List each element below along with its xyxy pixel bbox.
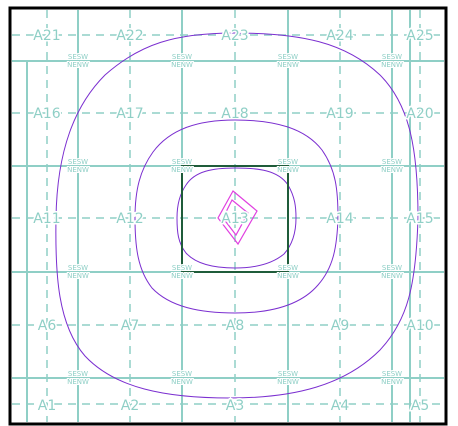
map-frame [8, 6, 448, 426]
corner-label-se-sw: SESW [68, 264, 88, 272]
corner-label-ne-nw: NENW [277, 61, 299, 69]
cell-label-a3: A3 [226, 398, 244, 414]
corner-label-se-sw: SESW [278, 264, 298, 272]
corner-label-ne-nw: NENW [277, 272, 299, 280]
corner-label-se-sw: SESW [382, 370, 402, 378]
corner-label-ne-nw: NENW [171, 378, 193, 386]
cell-label-a11: A11 [33, 211, 60, 227]
highlighted-cell-square [181, 165, 289, 273]
cell-label-a25: A25 [406, 28, 433, 44]
corner-label-se-sw: SESW [278, 53, 298, 61]
corner-label-se-sw: SESW [172, 53, 192, 61]
cell-label-a13: A13 [221, 211, 248, 227]
corner-label-se-sw: SESW [278, 158, 298, 166]
corner-label-se-sw: SESW [68, 370, 88, 378]
cell-label-a22: A22 [116, 28, 143, 44]
cell-label-a9: A9 [331, 318, 349, 334]
corner-label-ne-nw: NENW [67, 166, 89, 174]
cell-label-a2: A2 [121, 398, 139, 414]
cell-label-a15: A15 [406, 211, 433, 227]
middle-contour [134, 119, 339, 314]
corner-labels: SESWNENWSESWNENWSESWNENWSESWNENWSESWNENW… [66, 52, 404, 387]
cell-label-a6: A6 [38, 318, 57, 334]
corner-label-se-sw: SESW [382, 53, 402, 61]
corner-label-se-sw: SESW [172, 264, 192, 272]
cell-label-a10: A10 [406, 318, 433, 334]
corner-label-ne-nw: NENW [171, 61, 193, 69]
cell-label-a8: A8 [226, 318, 244, 334]
central-diamond-inner [222, 199, 249, 237]
corner-label-se-sw: SESW [68, 53, 88, 61]
corner-label-ne-nw: NENW [67, 272, 89, 280]
corner-label-ne-nw: NENW [277, 378, 299, 386]
corner-label-ne-nw: NENW [171, 272, 193, 280]
cell-center-dashed-lines [12, 10, 444, 422]
cell-label-a24: A24 [326, 28, 353, 44]
cell-label-a4: A4 [331, 398, 350, 414]
corner-label-se-sw: SESW [278, 370, 298, 378]
corner-label-se-sw: SESW [382, 264, 402, 272]
corner-label-ne-nw: NENW [277, 166, 299, 174]
corner-label-se-sw: SESW [172, 370, 192, 378]
corner-label-ne-nw: NENW [171, 166, 193, 174]
corner-label-ne-nw: NENW [381, 166, 403, 174]
corner-label-ne-nw: NENW [67, 378, 89, 386]
corner-label-se-sw: SESW [172, 158, 192, 166]
cell-label-a19: A19 [326, 106, 353, 122]
corner-label-se-sw: SESW [382, 158, 402, 166]
corner-label-se-sw: SESW [68, 158, 88, 166]
cell-label-a21: A21 [33, 28, 60, 44]
cell-label-a12: A12 [116, 211, 143, 227]
corner-label-ne-nw: NENW [381, 378, 403, 386]
cell-label-a14: A14 [326, 211, 353, 227]
corner-label-ne-nw: NENW [67, 61, 89, 69]
corner-label-ne-nw: NENW [381, 61, 403, 69]
cell-label-a20: A20 [406, 106, 433, 122]
cell-label-a23: A23 [221, 28, 248, 44]
cell-label-a5: A5 [411, 398, 429, 414]
cell-label-a18: A18 [221, 106, 248, 122]
outer-contour [55, 32, 419, 399]
central-diamond-outer [217, 190, 258, 246]
cell-label-a17: A17 [116, 106, 143, 122]
corner-label-ne-nw: NENW [381, 272, 403, 280]
cell-label-a1: A1 [38, 398, 56, 414]
cell-label-a16: A16 [33, 106, 60, 122]
cell-labels: A21 A22 A23 A24 A25 A16 A17 A18 A19 A20 A11 A12 A13 A… [32, 27, 435, 416]
cell-label-a7: A7 [121, 318, 139, 334]
